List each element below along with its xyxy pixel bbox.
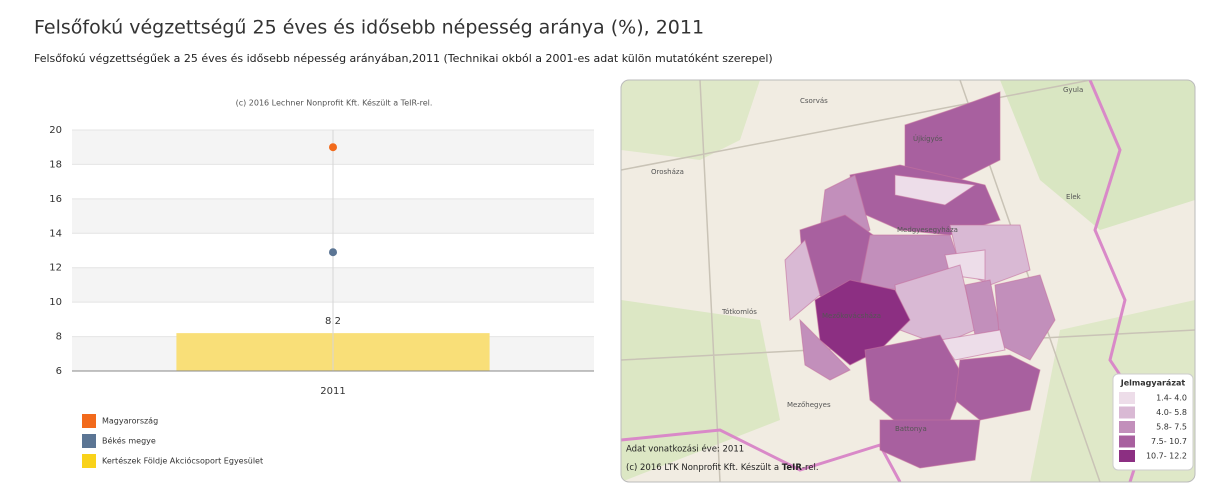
map-legend-swatch [1119, 392, 1135, 404]
chart-subtitle: (c) 2016 Lechner Nonprofit Kft. Készült … [236, 98, 433, 108]
map-legend-label: 7.5- 10.7 [1151, 437, 1187, 446]
point [329, 143, 337, 152]
map-legend-label: 10.7- 12.2 [1146, 452, 1187, 461]
map-frame [620, 79, 1196, 483]
y-tick-label: 6 [56, 366, 62, 377]
map-road [621, 80, 1195, 482]
place-label: Medgyesegyháza [897, 226, 958, 234]
map-land [1000, 80, 1195, 230]
map-year-note: Adat vonatkozási éve: 2011 [626, 444, 744, 455]
legend-swatch [82, 434, 96, 448]
map-legend-label: 5.8- 7.5 [1156, 423, 1187, 432]
y-tick-label: 14 [49, 228, 62, 239]
map-panel: Csorvás Gyula Újkígyós Orosháza Medgyesegyhá… [620, 79, 1196, 483]
legend-label: Kertészek Földje Akciócsoport Egyesület [102, 456, 263, 466]
y-tick-label: 12 [49, 263, 62, 274]
place-label: Mezőhegyes [787, 400, 831, 409]
legend-label: Magyarország [102, 417, 158, 426]
copyright-text: -rel. [802, 463, 819, 473]
place-label: Mezőkovácsháza [822, 311, 881, 320]
map-border [621, 428, 902, 482]
map-region [879, 419, 981, 469]
map-legend-swatch [1119, 421, 1135, 433]
map-region [784, 239, 821, 321]
map-region [814, 279, 911, 366]
map-region [954, 354, 1041, 421]
map-legend-swatch [1119, 435, 1135, 448]
map-legend-swatch [1119, 450, 1135, 462]
legend-swatch [82, 454, 96, 468]
place-label: Battonya [895, 425, 927, 433]
copyright-brand: TeIR [782, 463, 803, 473]
point [329, 248, 337, 257]
map-region [799, 318, 851, 381]
place-label: Újkígyós [913, 134, 943, 143]
legend-label: Békés megye [102, 436, 156, 446]
map-legend-label: 1.4- 4.0 [1156, 394, 1187, 403]
map-legend-swatch [1119, 406, 1135, 419]
copyright-text: (c) 2016 LTK Nonprofit Kft. Készült a [626, 462, 782, 473]
map-copyright: (c) 2016 LTK Nonprofit Kft. Készült a Te… [626, 462, 819, 473]
map-legend: Jelmagyarázat 1.4- 4.0 4.0- 5.8 5.8- 7.5 7.… [1112, 373, 1194, 471]
place-label: Gyula [1063, 86, 1083, 94]
page-subtitle: Felsőfokú végzettségűek a 25 éves és idő… [34, 52, 773, 65]
place-label: Elek [1066, 193, 1082, 201]
y-tick-label: 10 [49, 297, 62, 308]
place-label: Tótkomlós [721, 308, 757, 316]
legend-swatch [82, 414, 96, 428]
y-tick-label: 20 [49, 125, 62, 136]
y-tick-label: 18 [49, 159, 62, 170]
map-legend-label: 4.0- 5.8 [1156, 408, 1187, 417]
x-tick-label: 2011 [320, 386, 345, 397]
map-region [894, 174, 977, 206]
y-tick-label: 8 [56, 332, 62, 343]
y-tick-label: 16 [49, 194, 62, 205]
place-label: Csorvás [800, 97, 828, 105]
map-legend-title: Jelmagyarázat [1120, 379, 1186, 388]
page-title: Felsőfokú végzettségű 25 éves és idősebb… [34, 17, 704, 39]
place-label: Orosháza [651, 168, 684, 176]
map-land [621, 80, 760, 160]
